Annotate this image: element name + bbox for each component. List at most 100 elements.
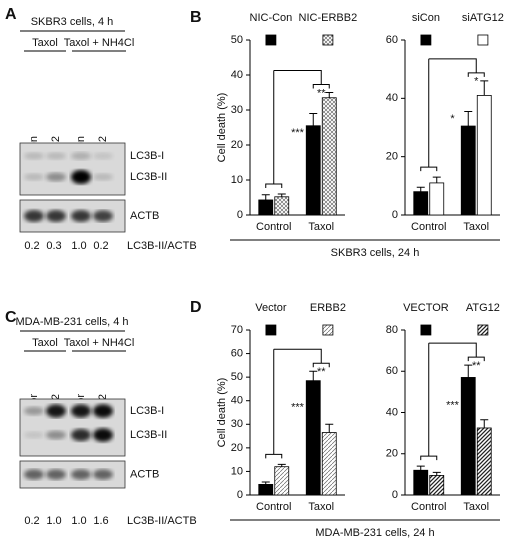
y-tick-label: 20 [231,139,243,151]
ratio-value: 1.0 [71,515,86,527]
bar [305,380,321,496]
bar [429,475,445,496]
bracket [420,58,438,172]
bracket [428,342,485,362]
panel-letter: C [5,309,17,326]
error-bar [464,110,473,127]
blot-band [93,428,113,442]
error-bar [432,176,441,183]
y-tick-label: 0 [237,489,243,501]
significance: *** [291,402,305,414]
bracket [420,343,438,461]
significance: *** [446,400,460,412]
legend-label: NIC-ERBB2 [299,12,358,24]
bar [460,377,476,496]
panel-letter: D [190,299,202,316]
cell-line-label: SKBR3 cells, 4 h [31,16,114,28]
blot-band [93,210,113,222]
bar [476,427,492,496]
error-bar [416,465,425,471]
y-tick-label: 30 [231,418,243,430]
bar [274,466,290,496]
error-bar [416,186,425,192]
error-bar [325,92,334,98]
y-tick-label: 40 [386,406,398,418]
blot-band [71,210,91,222]
significance: ** [472,360,481,372]
legend-label: ERBB2 [310,302,346,314]
bar [321,432,337,496]
blot-band [71,152,91,160]
y-tick-label: 0 [237,209,243,221]
x-tick-label: Taxol [308,501,334,513]
legend-swatch [322,324,334,336]
band-label: ACTB [130,210,159,222]
ratio-value: 0.3 [46,240,61,252]
significance: * [450,113,455,125]
bar [476,95,492,216]
ratio-label: LC3B-II/ACTB [127,515,197,527]
ratio-value: 1.0 [71,240,86,252]
error-bar [261,194,270,200]
legend-swatch [420,324,432,336]
y-tick-label: 40 [231,395,243,407]
bar [258,483,274,496]
ratio-value: 0.2 [24,515,39,527]
legend-label: Vector [255,302,287,314]
x-tick-label: Taxol [463,221,489,233]
blot-band [93,152,113,160]
error-bar [325,423,334,433]
bracket [273,70,330,89]
bar [460,125,476,216]
blot-band [24,173,44,181]
blot-band [46,152,66,160]
blot-band [24,152,44,160]
error-bar [432,471,441,476]
error-bar [277,193,286,197]
y-tick-label: 20 [386,151,398,163]
bar [258,199,274,216]
y-tick-label: 0 [392,209,398,221]
bar [429,182,445,216]
blot-band [93,404,113,418]
band-label: LC3B-II [130,171,167,183]
blot-band [46,172,66,182]
cell-line-label: MDA-MB-231 cells, 4 h [15,316,128,328]
blot-band [46,469,66,480]
x-tick-label: Control [411,221,446,233]
significance: ** [317,87,326,99]
band-label: LC3B-I [130,405,164,417]
legend-swatch [477,34,489,46]
y-tick-label: 0 [392,489,398,501]
y-tick-label: 70 [231,324,243,336]
blot-band [93,173,113,181]
blot-band [24,431,44,439]
y-tick-label: 50 [231,371,243,383]
bracket [273,348,330,368]
significance: * [474,76,479,88]
bar [413,469,429,496]
bar [274,196,290,216]
y-tick-label: 40 [231,69,243,81]
legend-swatch [420,34,432,46]
y-tick-label: 20 [386,448,398,460]
error-bar [309,113,318,126]
band-label: LC3B-I [130,150,164,162]
error-bar [480,419,489,428]
y-tick-label: 40 [386,92,398,104]
group-label: Taxol + NH4Cl [64,337,135,349]
ratio-value: 0.2 [93,240,108,252]
legend-swatch [477,324,489,336]
legend-label: NIC-Con [250,12,293,24]
bracket [265,349,283,459]
blot-band [46,210,66,222]
group-label: Taxol [32,337,58,349]
x-tick-label: Taxol [308,221,334,233]
y-tick-label: 50 [231,34,243,46]
x-axis-label: MDA-MB-231 cells, 24 h [315,527,434,539]
y-tick-label: 80 [386,324,398,336]
y-tick-label: 20 [231,442,243,454]
blot-band [71,170,91,184]
legend-label: VECTOR [403,302,449,314]
